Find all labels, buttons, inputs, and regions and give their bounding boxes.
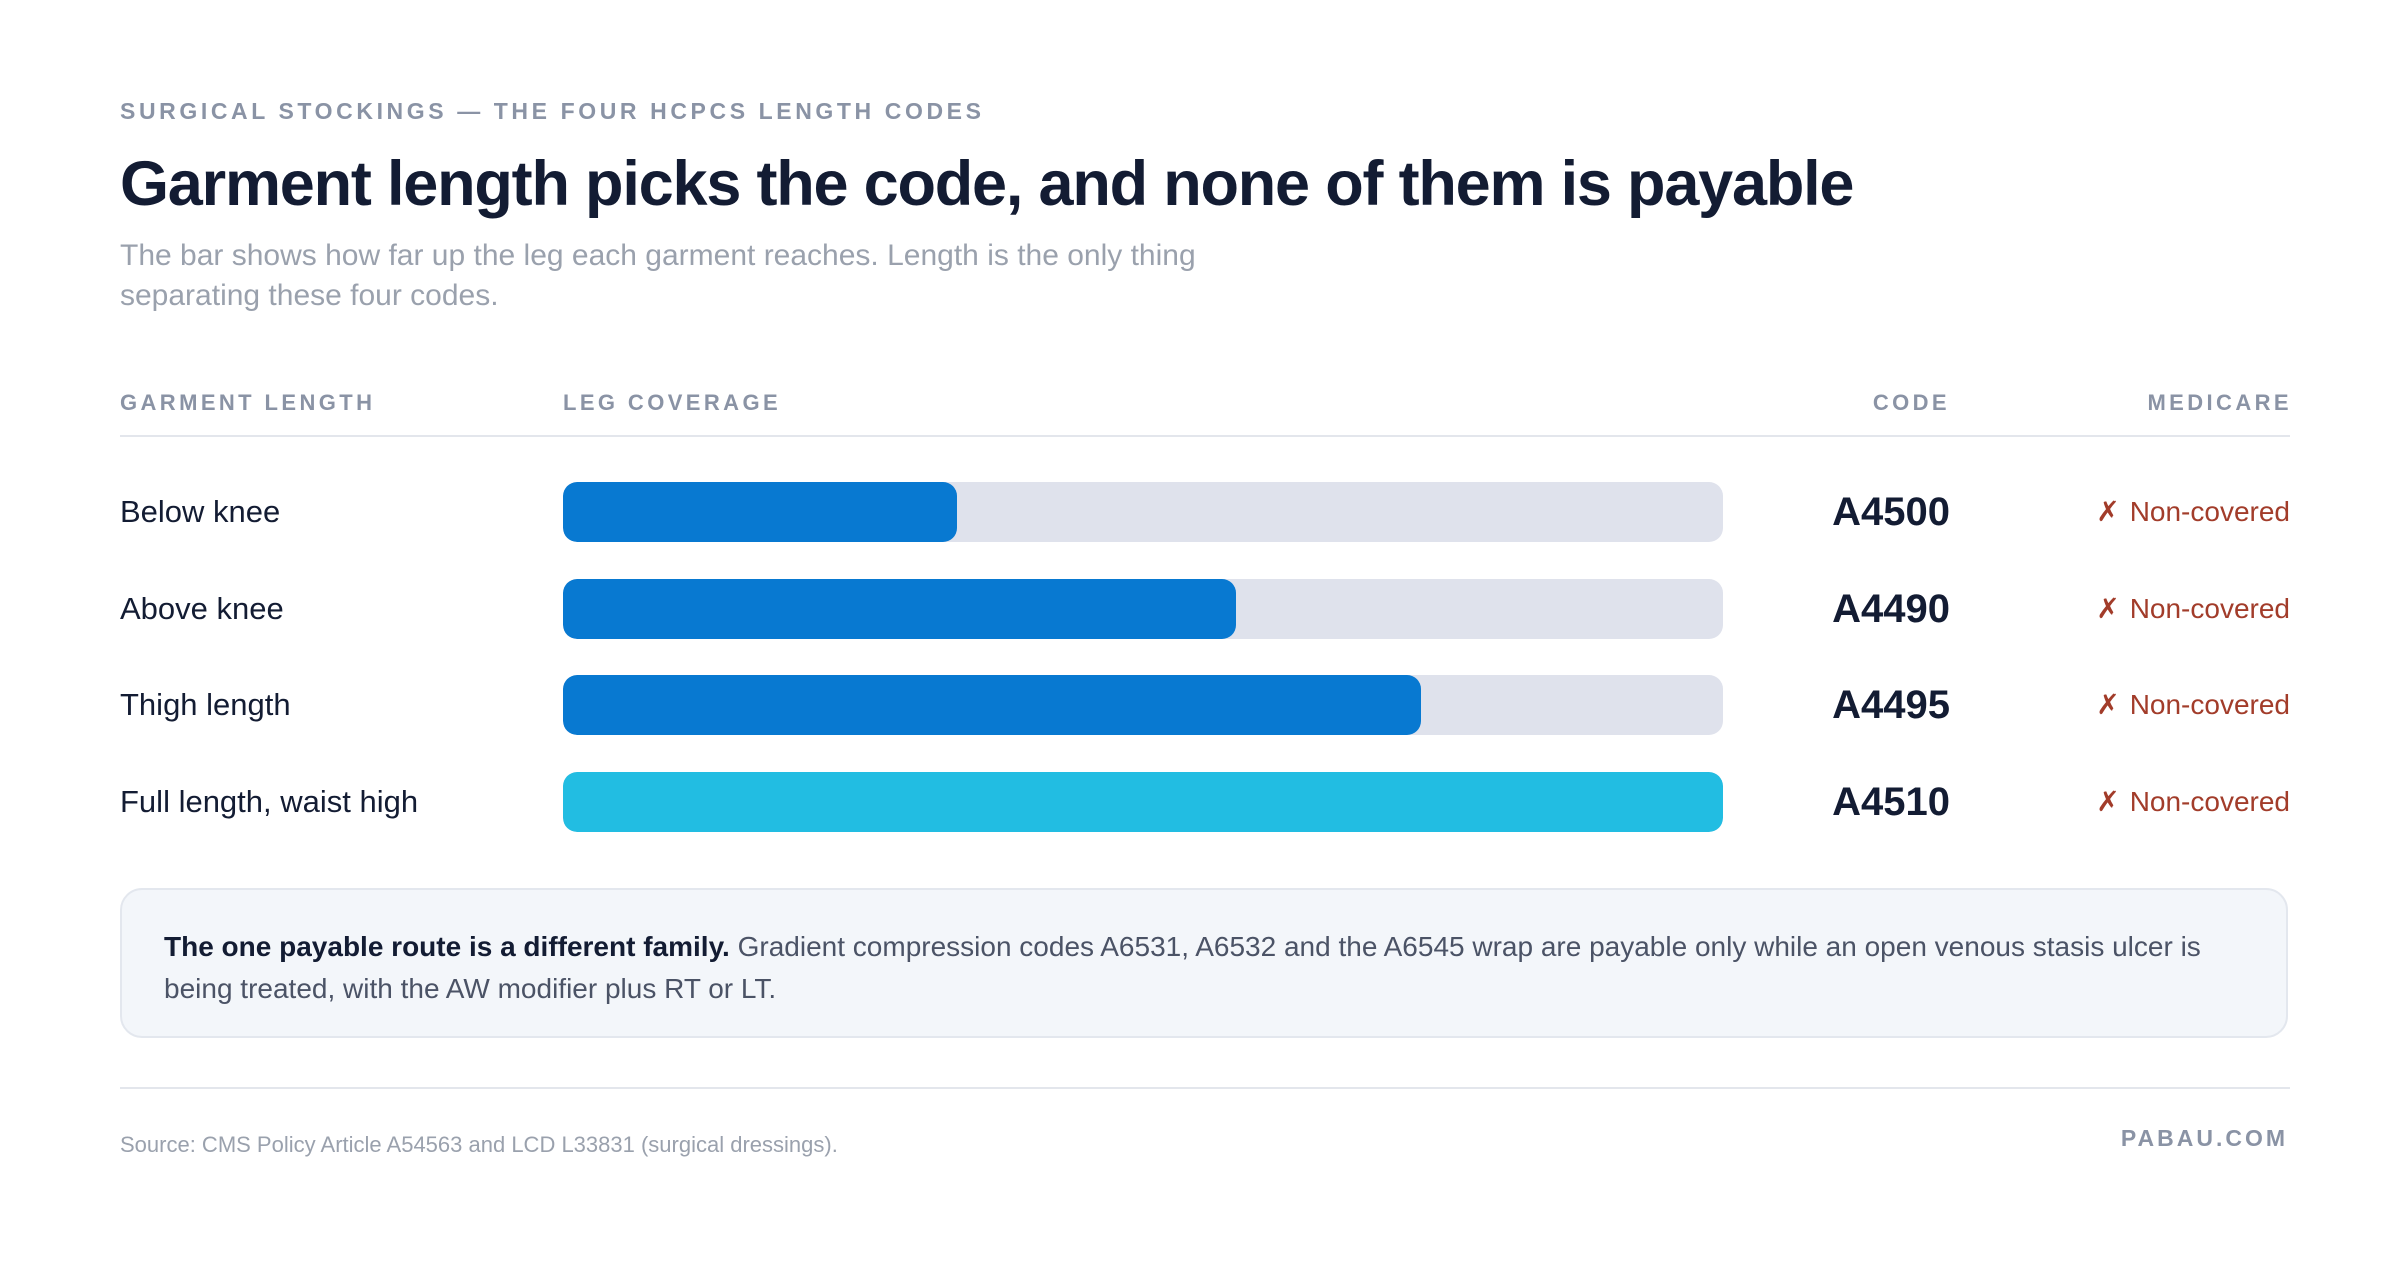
medicare-status: ✗ Non-covered — [2096, 675, 2290, 735]
page-title: Garment length picks the code, and none … — [120, 149, 1854, 219]
hcpcs-code: A4510 — [1832, 780, 1950, 824]
coverage-track — [563, 579, 1723, 639]
medicare-status-text: Non-covered — [2129, 689, 2290, 720]
garment-length-label: Below knee — [120, 494, 281, 529]
hcpcs-code: A4500 — [1832, 490, 1950, 534]
hcpcs-code: A4490 — [1832, 587, 1950, 631]
coverage-bar — [563, 772, 1723, 832]
coverage-bar — [563, 482, 957, 542]
garment-length-label: Full length, waist high — [120, 784, 419, 819]
cross-icon: ✗ — [2096, 786, 2120, 817]
garment-length-label: Above knee — [120, 591, 284, 626]
coverage-row: Thigh length A4495 ✗ Non-covered — [0, 675, 2400, 735]
coverage-bar — [563, 579, 1236, 639]
footer-divider — [120, 1087, 2290, 1089]
coverage-bar — [563, 675, 1421, 735]
coverage-track — [563, 482, 1723, 542]
coverage-track — [563, 772, 1723, 832]
note-body: Gradient compression codes A6531, A6532 … — [164, 931, 2201, 1004]
coverage-row: Full length, waist high A4510 ✗ Non-covered — [0, 772, 2400, 832]
hcpcs-code: A4495 — [1832, 683, 1950, 727]
coverage-row: Below knee A4500 ✗ Non-covered — [0, 482, 2400, 542]
brand-wordmark: PABAU.COM — [2120, 1125, 2288, 1151]
eyebrow-label: SURGICAL STOCKINGS — THE FOUR HCPCS LENG… — [120, 98, 985, 124]
coverage-row: Above knee A4490 ✗ Non-covered — [0, 579, 2400, 639]
medicare-status: ✗ Non-covered — [2096, 772, 2290, 832]
column-header-code: CODE — [1872, 390, 1950, 415]
cross-icon: ✗ — [2096, 496, 2120, 527]
note-lead: The one payable route is a different fam… — [164, 931, 730, 962]
coverage-track — [563, 675, 1723, 735]
page-subtitle: The bar shows how far up the leg each ga… — [120, 239, 1196, 312]
medicare-status-text: Non-covered — [2129, 786, 2290, 817]
medicare-status-text: Non-covered — [2129, 593, 2290, 624]
column-header-garment-length: GARMENT LENGTH — [120, 390, 376, 415]
medicare-status: ✗ Non-covered — [2096, 579, 2290, 639]
column-header-leg-coverage: LEG COVERAGE — [563, 390, 782, 415]
medicare-status-text: Non-covered — [2129, 496, 2290, 527]
column-header-medicare: MEDICARE — [2147, 390, 2292, 415]
cross-icon: ✗ — [2096, 593, 2120, 624]
medicare-status: ✗ Non-covered — [2096, 482, 2290, 542]
garment-length-label: Thigh length — [120, 687, 291, 722]
header-divider — [120, 435, 2290, 437]
cross-icon: ✗ — [2096, 689, 2120, 720]
payable-route-note: The one payable route is a different fam… — [120, 888, 2288, 1038]
source-citation: Source: CMS Policy Article A54563 and LC… — [120, 1132, 838, 1157]
